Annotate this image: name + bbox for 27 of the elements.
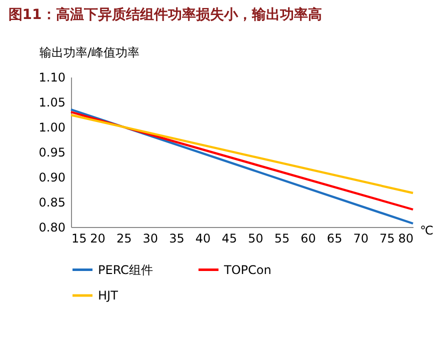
legend-label: TOPCon: [223, 262, 272, 277]
y-tick-label: 0.80: [38, 220, 66, 234]
x-tick-label: 35: [169, 232, 184, 246]
y-tick-label: 0.85: [38, 196, 66, 210]
x-tick-label: 50: [248, 232, 264, 246]
x-tick-label: 75: [380, 232, 395, 246]
x-tick-label: 70: [353, 232, 369, 246]
y-tick-label: 0.90: [38, 170, 66, 184]
x-tick-label: 80: [398, 232, 414, 246]
legend-label: PERC组件: [98, 262, 153, 277]
x-tick-label: 45: [222, 232, 237, 246]
x-tick-label: 55: [274, 232, 290, 246]
x-tick-label: 40: [195, 232, 211, 246]
y-axis-title: 输出功率/峰值功率: [40, 46, 140, 60]
x-axis-title: ℃: [420, 224, 434, 238]
x-tick-label: 20: [90, 232, 106, 246]
x-tick-label: 65: [326, 232, 342, 246]
x-tick-label: 15: [72, 232, 87, 246]
y-tick-label: 1.05: [38, 96, 66, 110]
x-tick-label: 60: [300, 232, 316, 246]
x-tick-label: 25: [116, 232, 132, 246]
y-tick-label: 1.00: [38, 120, 66, 134]
y-tick-label: 0.95: [38, 146, 66, 160]
chart-title: 图11：高温下异质结组件功率损失小，输出功率高: [8, 6, 322, 23]
y-tick-label: 1.10: [38, 70, 66, 84]
legend-label: HJT: [98, 288, 119, 302]
x-tick-label: 30: [142, 232, 158, 246]
